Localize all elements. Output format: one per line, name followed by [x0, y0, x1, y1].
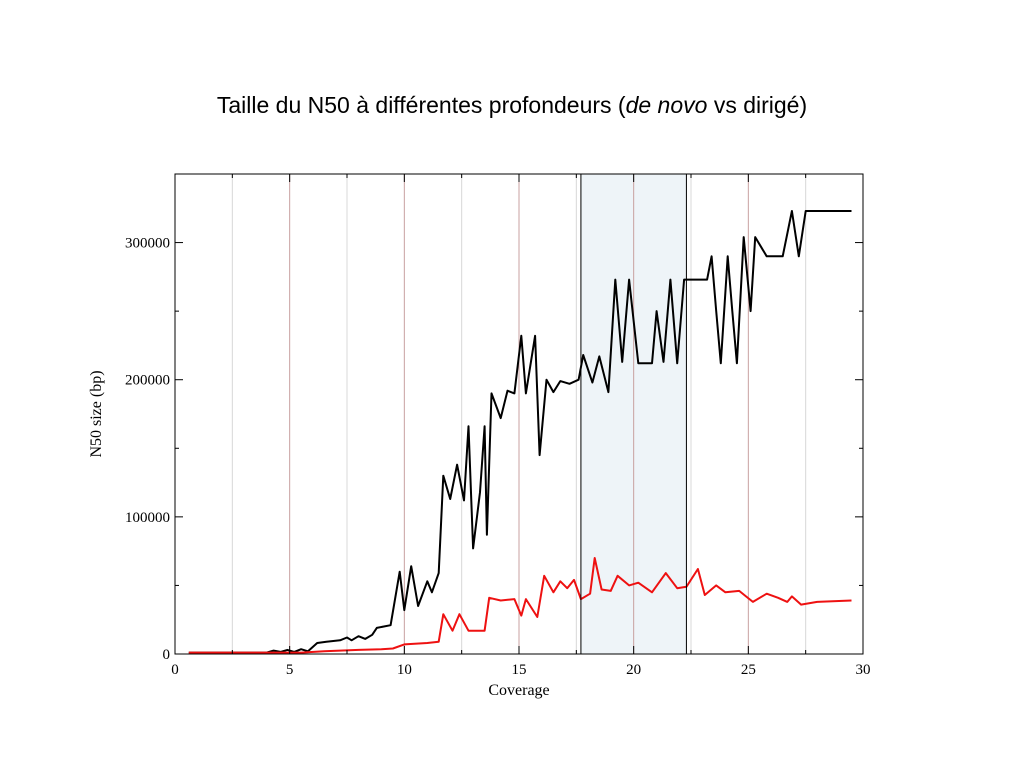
series-line-black: [188, 210, 852, 654]
x-tick-label: 10: [397, 662, 412, 678]
x-tick-label: 15: [512, 662, 527, 678]
x-tick-label: 0: [171, 662, 179, 678]
x-tick-label: 25: [741, 662, 756, 678]
y-tick-label: 300000: [125, 236, 170, 252]
title-text-end: vs dirigé): [707, 92, 808, 118]
labels-layer: Coverage N50 size (bp) 0 5 10 15 20 25 30 0 1000…: [88, 236, 871, 699]
grid-layer: [231, 174, 807, 654]
title-text-start: Taille du N50 à différentes profondeurs …: [216, 92, 626, 118]
y-tick-label: 0: [163, 647, 171, 663]
x-tick-label: 5: [286, 662, 294, 678]
series-layer: [188, 210, 852, 654]
x-axis-label: Coverage: [488, 682, 549, 699]
x-tick-label: 30: [856, 662, 871, 678]
x-tick-label: 20: [626, 662, 641, 678]
slide-title: Taille du N50 à différentes profondeurs …: [0, 92, 1024, 119]
y-tick-label: 200000: [125, 373, 170, 389]
series-line-red: [188, 557, 852, 654]
y-axis-label: N50 size (bp): [88, 370, 105, 457]
frame-layer: [174, 173, 864, 655]
title-text-italic: de novo: [625, 92, 708, 118]
y-tick-label: 100000: [125, 510, 170, 526]
